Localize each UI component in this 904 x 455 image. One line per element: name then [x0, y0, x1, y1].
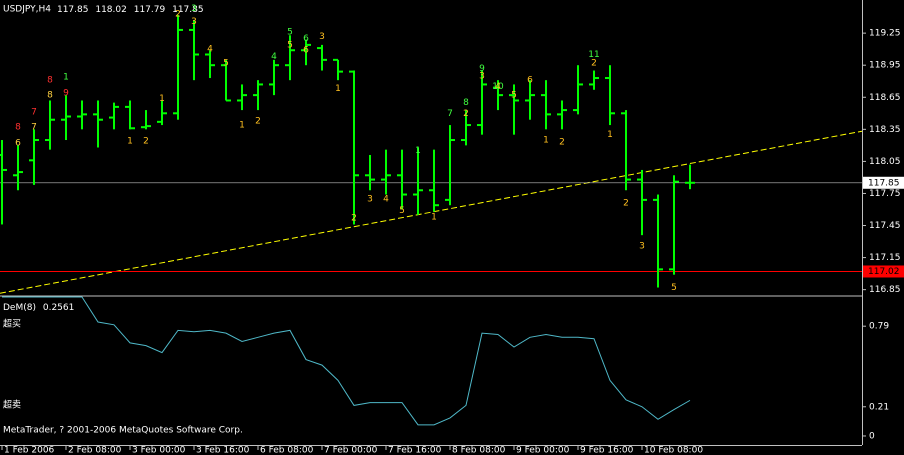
- count-label: 7: [447, 109, 453, 119]
- level-label: 117.02: [868, 267, 900, 277]
- count-label: 5: [671, 283, 677, 293]
- count-label: 1: [127, 137, 133, 147]
- count-label: 1: [239, 121, 245, 131]
- count-label: 2: [143, 137, 149, 147]
- x-tick-label: 1 Feb 2006: [4, 446, 55, 455]
- trendline: [0, 130, 863, 294]
- level-label-box: [863, 265, 904, 278]
- count-label: 2: [591, 59, 597, 69]
- count-label: 7: [31, 108, 37, 118]
- y-tick-label: 118.35: [869, 125, 901, 135]
- x-tick-label: 7 Feb 00:00: [324, 446, 378, 455]
- last-bar-ohlc: 117.85 118.02 117.79 117.85: [57, 5, 204, 15]
- close-label: 117.85: [868, 178, 900, 188]
- count-label: 5: [399, 206, 405, 216]
- copyright: MetaTrader, ? 2001-2006 MetaQuotes Softw…: [3, 426, 243, 436]
- count-label: 1: [543, 136, 549, 146]
- count-label: 7: [31, 123, 37, 133]
- y-tick-label: 117.45: [869, 221, 901, 231]
- last-high: 118.02: [95, 5, 127, 15]
- indicator-value: 0.2561: [43, 303, 75, 313]
- y-tick-label: 0.21: [869, 402, 889, 412]
- indicator-title: DeM(8) 0.2561: [3, 303, 74, 313]
- count-label: 3: [639, 241, 645, 251]
- indicator-name: DeM(8): [3, 303, 36, 313]
- count-label: 3: [479, 71, 485, 81]
- x-tick-label: 2 Feb 08:00: [68, 446, 122, 455]
- symbol-title: USDJPY,H4: [3, 5, 51, 15]
- overbought-label: 超买: [3, 318, 21, 330]
- close-label-box: [863, 176, 904, 189]
- count-label: 4: [271, 52, 277, 62]
- y-tick-label: 118.65: [869, 93, 901, 103]
- count-label: 9: [479, 64, 485, 74]
- count-label: 4: [207, 45, 213, 55]
- count-label: 2: [255, 116, 261, 126]
- count-label: 10: [492, 82, 504, 92]
- indicator-line: [2, 296, 691, 426]
- count-label: 5: [287, 28, 293, 38]
- last-low: 117.79: [134, 5, 166, 15]
- last-close: 117.85: [172, 5, 204, 15]
- y-tick-label: 116.85: [869, 285, 901, 295]
- count-label: 1: [431, 212, 437, 222]
- count-label: 6: [303, 46, 309, 56]
- x-tick-label: 10 Feb 08:00: [644, 446, 703, 455]
- count-label: 2: [623, 199, 629, 209]
- count-label: 3: [191, 17, 197, 27]
- y-tick-label: 0.79: [869, 322, 889, 332]
- count-label: 8: [47, 91, 53, 101]
- y-tick-label: 0: [869, 431, 875, 441]
- count-label: 2: [463, 109, 469, 119]
- count-label: 6: [15, 139, 21, 149]
- count-label: 1: [159, 94, 165, 104]
- y-tick-label: 118.05: [869, 157, 901, 167]
- count-label: 1: [607, 130, 613, 140]
- count-label: 8: [15, 123, 21, 133]
- count-label: 6: [527, 76, 533, 86]
- count-label: 8: [47, 76, 53, 86]
- count-label: 1: [335, 84, 341, 94]
- count-label: 6: [303, 34, 309, 44]
- x-tick-label: 3 Feb 16:00: [196, 446, 250, 455]
- count-label: 3: [367, 194, 373, 204]
- y-tick-label: 117.15: [869, 253, 901, 263]
- y-tick-label: 118.95: [869, 61, 901, 71]
- x-tick-label: 9 Feb 16:00: [580, 446, 634, 455]
- count-label: 4: [495, 82, 501, 92]
- count-label: 8: [463, 98, 469, 108]
- count-label: 9: [63, 88, 69, 98]
- count-label: 1: [63, 72, 69, 82]
- last-open: 117.85: [57, 5, 89, 15]
- count-label: 5: [287, 40, 293, 50]
- x-tick-label: 3 Feb 00:00: [132, 446, 186, 455]
- count-label: 5: [223, 59, 229, 69]
- count-label: 3: [191, 4, 197, 14]
- count-label: 3: [319, 32, 325, 42]
- count-label: 1: [415, 146, 421, 156]
- count-label: 5: [511, 91, 517, 101]
- count-label: 2: [559, 138, 565, 148]
- x-tick-label: 9 Feb 00:00: [516, 446, 570, 455]
- x-tick-label: 7 Feb 16:00: [388, 446, 442, 455]
- y-tick-label: 117.75: [869, 189, 901, 199]
- count-label: 2: [351, 214, 357, 224]
- oversold-label: 超卖: [3, 398, 21, 410]
- count-label: 11: [588, 50, 599, 60]
- x-tick-label: 6 Feb 08:00: [260, 446, 314, 455]
- count-label: 4: [383, 194, 389, 204]
- count-label: 2: [175, 9, 181, 19]
- x-tick-label: 8 Feb 08:00: [452, 446, 506, 455]
- y-tick-label: 119.25: [869, 29, 901, 39]
